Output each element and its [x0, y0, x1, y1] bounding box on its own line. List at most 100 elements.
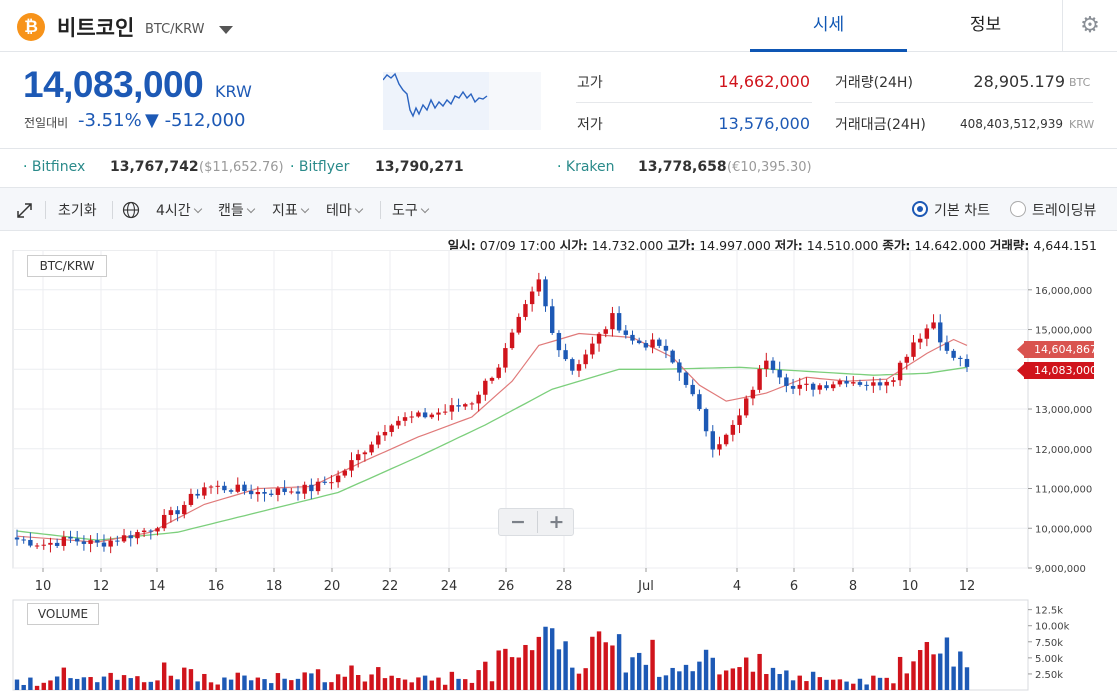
low-value: 13,576,000 — [718, 114, 810, 133]
x-tick-label: 12 — [959, 579, 976, 594]
volume-bar — [590, 636, 595, 690]
change-label: 전일대비 — [24, 116, 69, 130]
volume-bar — [630, 657, 635, 690]
candle-body — [155, 528, 160, 532]
volume-bar — [556, 649, 562, 690]
chevron-down-icon[interactable] — [219, 26, 233, 34]
basic-chart-radio[interactable] — [912, 201, 928, 217]
globe-icon[interactable] — [122, 201, 140, 219]
mini-price-chart — [383, 72, 541, 130]
divider — [45, 201, 46, 219]
candle-body — [958, 357, 963, 359]
volume-bar — [764, 674, 769, 690]
x-tick-label: 14 — [149, 579, 166, 594]
x-tick-label: 22 — [382, 579, 399, 594]
volume-bar — [141, 682, 147, 690]
theme-select[interactable]: 테마 — [326, 200, 364, 220]
volume-bar — [550, 628, 555, 690]
gear-icon[interactable]: ⚙ — [1062, 0, 1117, 52]
candle-body — [222, 485, 227, 491]
candle-body — [717, 444, 722, 450]
coin-pair[interactable]: BTC/KRW — [145, 22, 205, 37]
basic-chart-label[interactable]: 기본 차트 — [934, 203, 990, 219]
volume-bar — [964, 667, 970, 690]
expand-icon[interactable] — [17, 203, 32, 218]
candle-body — [355, 454, 361, 461]
divider — [835, 102, 1093, 103]
ohlc-close: 14,642,000 — [914, 238, 986, 253]
tools-select[interactable]: 도구 — [392, 200, 430, 220]
exchange-price: 13,778,658 — [638, 159, 727, 175]
candle-body — [550, 306, 555, 333]
candle-body — [489, 377, 495, 381]
volume-label: VOLUME — [27, 603, 99, 625]
volume-bar — [75, 678, 80, 690]
x-tick-label: 12 — [93, 579, 110, 594]
volume-label: 거래량(24H) — [835, 75, 913, 91]
exchange-usd: ($11,652.76) — [199, 160, 284, 175]
candle-body — [396, 420, 401, 426]
ohlc-low-label: 저가: — [774, 238, 803, 253]
volume-bar — [48, 680, 53, 690]
indicator-label: 지표 — [272, 203, 298, 219]
indicator-select[interactable]: 지표 — [272, 200, 310, 220]
y-tick-label: 11,000,000 — [1035, 485, 1092, 496]
reset-button[interactable]: 초기화 — [58, 203, 97, 219]
ohlc-volume: 4,644.151 — [1033, 238, 1097, 253]
coin-name[interactable]: 비트코인 — [57, 16, 135, 40]
bitcoin-logo-icon: ₿ — [17, 13, 45, 41]
candle-body — [817, 385, 823, 390]
candle-body — [429, 414, 434, 418]
candle-body — [616, 313, 622, 331]
high-value: 14,662,000 — [718, 72, 810, 91]
volume-bar — [215, 684, 220, 690]
chevron-down-icon — [246, 204, 256, 214]
ohlc-date: 07/09 17:00 — [479, 238, 556, 253]
trading-view-radio[interactable] — [1010, 201, 1026, 217]
x-tick-label: Jul — [637, 579, 654, 594]
candle-body — [101, 542, 107, 547]
x-tick-label: 16 — [208, 579, 225, 594]
candle-body — [964, 358, 970, 367]
volume-bar — [529, 650, 535, 690]
interval-select[interactable]: 4시간 — [156, 200, 202, 220]
trading-view-label[interactable]: 트레이딩뷰 — [1032, 203, 1097, 219]
volume-bar — [135, 676, 140, 690]
candle-body — [643, 343, 649, 348]
candle-body — [362, 452, 368, 455]
candle-body — [68, 536, 73, 539]
candle-body — [436, 412, 441, 415]
candle-body — [917, 338, 923, 343]
candle-body — [857, 382, 863, 385]
candle-body — [422, 412, 428, 418]
candle-body — [630, 334, 635, 341]
zoom-in-button[interactable]: + — [537, 511, 575, 533]
y-tick-label: 10,000,000 — [1035, 524, 1092, 535]
volume-bar — [864, 684, 869, 690]
price-chart[interactable]: 16,000,00015,000,00014,000,00013,000,000… — [0, 250, 1117, 698]
volume-bar — [717, 674, 722, 690]
candle-body — [543, 279, 548, 307]
volume-bar — [837, 679, 843, 690]
volume-bar — [697, 661, 702, 690]
volume-bar — [851, 683, 856, 690]
candle-body — [951, 350, 956, 358]
candle-body — [871, 382, 876, 386]
volume-bar — [115, 679, 120, 690]
candle-body — [590, 343, 595, 355]
volume-bar — [188, 669, 194, 690]
volume-bar — [797, 675, 802, 690]
divider — [576, 102, 812, 103]
tab-quote[interactable]: 시세 — [750, 0, 907, 52]
candle-body — [115, 540, 120, 542]
tab-info[interactable]: 정보 — [969, 15, 1002, 35]
volume-bar — [309, 673, 314, 690]
volume-bar — [690, 671, 695, 690]
volume-bar — [269, 683, 274, 690]
candle-select[interactable]: 캔들 — [218, 200, 256, 220]
volume-bar — [21, 684, 26, 690]
candle-body — [576, 364, 582, 371]
zoom-out-button[interactable]: − — [510, 511, 526, 533]
candle-body — [335, 475, 341, 483]
candle-body — [503, 348, 508, 368]
